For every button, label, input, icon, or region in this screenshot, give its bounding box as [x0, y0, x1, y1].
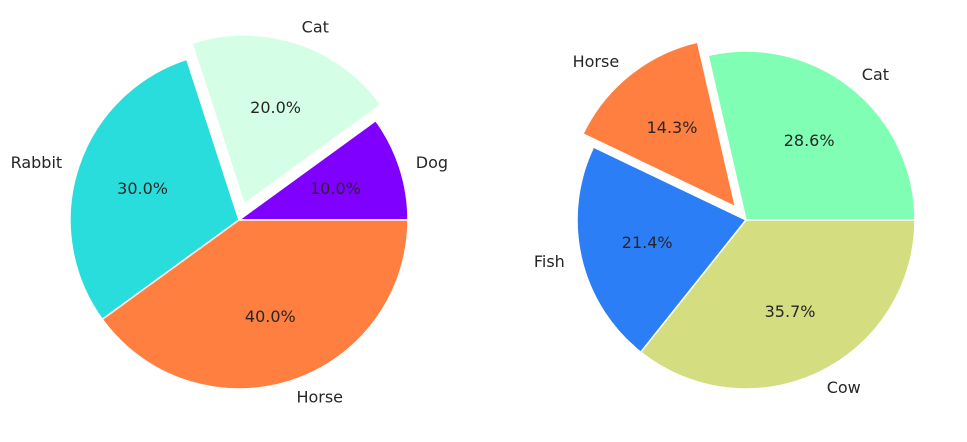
pie-0-slice-horse: [101, 219, 409, 390]
pie-1-slice-horse: [582, 41, 737, 208]
pie-chart-left: 10.0% Dog 20.0% Cat 30.0% Rabbit 40.0% Horse: [11, 18, 448, 407]
pie-1-pct-label-fish: 21.4%: [622, 233, 673, 252]
pie-0-pct-label-rabbit: 30.0%: [117, 179, 168, 198]
pie-1-pct-label-cow: 35.7%: [765, 302, 816, 321]
pie-0-category-label-rabbit: Rabbit: [11, 153, 63, 172]
pie-1-category-label-cat: Cat: [862, 65, 889, 84]
pie-0-pct-label-cat: 20.0%: [250, 98, 301, 117]
pie-0-slice-dog: [238, 119, 409, 221]
pie-1-slice-fish: [576, 146, 747, 353]
pie-0-pct-label-dog: 10.0%: [310, 179, 361, 198]
pie-1-slice-cat: [707, 50, 916, 221]
pie-1-pct-label-horse: 14.3%: [647, 118, 698, 137]
pie-0-slice-cat: [191, 34, 382, 205]
pie-0-pct-label-horse: 40.0%: [245, 307, 296, 326]
pie-0-category-label-dog: Dog: [416, 153, 448, 172]
pie-1-category-label-fish: Fish: [534, 252, 565, 271]
pie-0-category-label-cat: Cat: [302, 18, 329, 37]
pie-1-pct-label-cat: 28.6%: [784, 131, 835, 150]
pie-chart-right: 28.6% Cat 14.3% Horse 21.4% Fish 35.7% Cow: [534, 41, 916, 397]
pie-1-slice-cow: [640, 219, 916, 390]
pie-1-category-label-cow: Cow: [827, 378, 861, 397]
pie-0-slice-rabbit: [69, 58, 240, 321]
pie-1-category-label-horse: Horse: [573, 52, 620, 71]
pie-0-category-label-horse: Horse: [296, 387, 343, 406]
